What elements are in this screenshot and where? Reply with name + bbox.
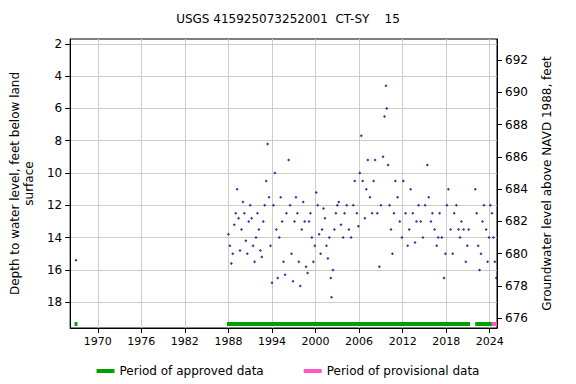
svg-text:684: 684 [505, 182, 528, 196]
svg-text:2012: 2012 [389, 335, 417, 348]
svg-text:4: 4 [55, 69, 63, 83]
svg-text:676: 676 [505, 311, 528, 325]
svg-text:1994: 1994 [258, 335, 286, 348]
svg-text:Period of approved data: Period of approved data [120, 364, 264, 378]
svg-text:Depth to water level, feet bel: Depth to water level, feet below land [8, 72, 22, 295]
svg-text:2000: 2000 [302, 335, 330, 348]
svg-text:688: 688 [505, 118, 528, 132]
svg-text:surface: surface [22, 161, 36, 205]
svg-text:2018: 2018 [432, 335, 460, 348]
svg-text:692: 692 [505, 53, 528, 67]
svg-text:12: 12 [47, 198, 62, 212]
svg-text:USGS 415925073252001 CT-SY: USGS 415925073252001 CT-SY 15 [176, 12, 400, 26]
svg-text:1970: 1970 [84, 335, 112, 348]
svg-text:1976: 1976 [127, 335, 155, 348]
svg-text:6: 6 [55, 101, 63, 115]
svg-text:10: 10 [47, 166, 62, 180]
svg-text:2006: 2006 [345, 335, 373, 348]
svg-text:Groundwater level above NAVD 1: Groundwater level above NAVD 1988, feet [540, 56, 554, 311]
svg-text:682: 682 [505, 214, 528, 228]
svg-text:678: 678 [505, 279, 528, 293]
svg-text:1988: 1988 [214, 335, 242, 348]
svg-text:686: 686 [505, 150, 528, 164]
svg-text:18: 18 [47, 295, 62, 309]
svg-text:14: 14 [47, 231, 62, 245]
svg-text:2024: 2024 [476, 335, 504, 348]
svg-text:1982: 1982 [171, 335, 199, 348]
svg-text:Period of provisional data: Period of provisional data [327, 364, 480, 378]
svg-text:8: 8 [55, 134, 63, 148]
svg-text:2: 2 [55, 37, 63, 51]
svg-text:16: 16 [47, 263, 62, 277]
svg-text:680: 680 [505, 247, 528, 261]
svg-text:690: 690 [505, 85, 528, 99]
